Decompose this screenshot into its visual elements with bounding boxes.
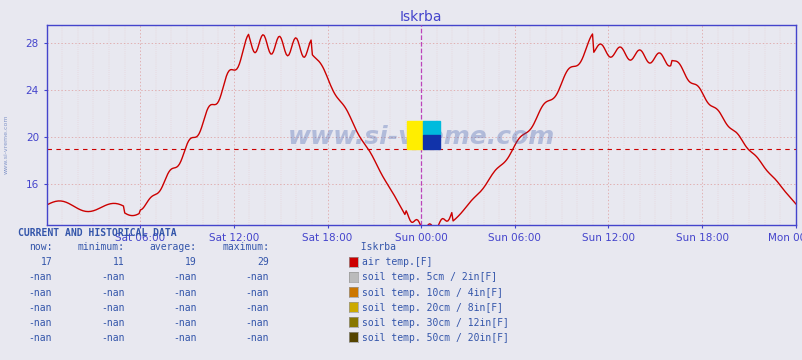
Text: -nan: -nan: [173, 318, 196, 328]
Text: 11: 11: [112, 257, 124, 267]
Text: 17: 17: [40, 257, 52, 267]
Text: -nan: -nan: [173, 273, 196, 283]
Bar: [407, 121, 423, 149]
Text: -nan: -nan: [245, 273, 269, 283]
Text: soil temp. 30cm / 12in[F]: soil temp. 30cm / 12in[F]: [362, 318, 508, 328]
Text: www.si-vreme.com: www.si-vreme.com: [287, 125, 554, 149]
Text: maximum:: maximum:: [221, 242, 269, 252]
Text: 29: 29: [257, 257, 269, 267]
Bar: [423, 135, 439, 149]
Text: CURRENT AND HISTORICAL DATA: CURRENT AND HISTORICAL DATA: [18, 228, 176, 238]
Text: -nan: -nan: [101, 288, 124, 298]
Bar: [423, 121, 439, 135]
Text: -nan: -nan: [29, 288, 52, 298]
Text: -nan: -nan: [29, 273, 52, 283]
Text: -nan: -nan: [245, 303, 269, 313]
Title: Iskrba: Iskrba: [399, 10, 442, 24]
Text: -nan: -nan: [29, 318, 52, 328]
Text: -nan: -nan: [173, 288, 196, 298]
Text: -nan: -nan: [245, 288, 269, 298]
Text: -nan: -nan: [245, 333, 269, 343]
Text: www.si-vreme.com: www.si-vreme.com: [4, 114, 9, 174]
Text: -nan: -nan: [101, 333, 124, 343]
Text: minimum:: minimum:: [77, 242, 124, 252]
Text: soil temp. 20cm / 8in[F]: soil temp. 20cm / 8in[F]: [362, 303, 503, 313]
Text: -nan: -nan: [29, 333, 52, 343]
Text: 19: 19: [184, 257, 196, 267]
Text: soil temp. 10cm / 4in[F]: soil temp. 10cm / 4in[F]: [362, 288, 503, 298]
Text: -nan: -nan: [245, 318, 269, 328]
Text: air temp.[F]: air temp.[F]: [362, 257, 432, 267]
Text: soil temp. 50cm / 20in[F]: soil temp. 50cm / 20in[F]: [362, 333, 508, 343]
Text: -nan: -nan: [101, 273, 124, 283]
Text: -nan: -nan: [101, 303, 124, 313]
Text: now:: now:: [29, 242, 52, 252]
Text: -nan: -nan: [173, 303, 196, 313]
Text: -nan: -nan: [29, 303, 52, 313]
Text: average:: average:: [149, 242, 196, 252]
Text: -nan: -nan: [173, 333, 196, 343]
Text: Iskrba: Iskrba: [349, 242, 396, 252]
Text: soil temp. 5cm / 2in[F]: soil temp. 5cm / 2in[F]: [362, 273, 496, 283]
Text: -nan: -nan: [101, 318, 124, 328]
